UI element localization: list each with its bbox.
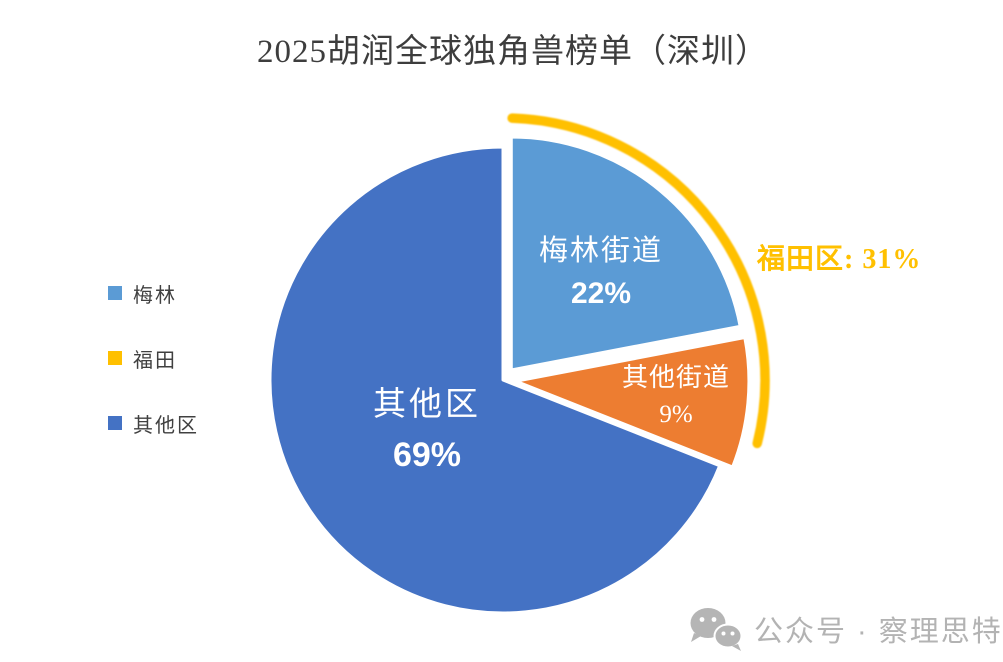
legend-label-futian: 福田 — [133, 349, 177, 372]
annotation-arc — [507, 113, 770, 449]
chart-title: 2025胡润全球独角兽榜单（深圳） — [257, 34, 769, 70]
slice-label-percent: 69% — [392, 436, 462, 475]
pie-slices — [268, 135, 751, 615]
legend-item-futian: 福田 — [108, 348, 199, 372]
watermark-text: 公众号 · 察理思特 — [754, 616, 1003, 648]
annotation-label-futian-total: 福田区: 31% — [757, 244, 922, 275]
slice-label-qita-jiedao: 其他街道 9% — [622, 362, 730, 430]
wechat-icon — [690, 608, 743, 651]
legend: 梅林 福田 其他区 — [108, 283, 199, 478]
legend-swatch-futian — [108, 351, 122, 365]
legend-label-other-districts: 其他区 — [133, 414, 199, 437]
slice-label-name: 梅林街道 — [538, 235, 664, 268]
slice-label-name: 其他街道 — [621, 363, 731, 393]
legend-label-meilin: 梅林 — [133, 284, 177, 307]
legend-item-other-districts: 其他区 — [108, 413, 199, 437]
legend-swatch-meilin — [108, 286, 122, 300]
legend-swatch-other-districts — [108, 416, 122, 430]
pie-slice-1 — [509, 135, 742, 372]
pie-slice-2 — [514, 336, 751, 469]
slice-label-qita-qu: 其他区 69% — [373, 385, 481, 477]
slice-label-meilin-jiedao: 梅林街道 22% — [539, 233, 663, 313]
legend-item-meilin: 梅林 — [108, 283, 199, 307]
slice-label-percent: 9% — [659, 400, 693, 428]
slice-label-percent: 22% — [570, 277, 632, 311]
slice-label-name: 其他区 — [373, 387, 481, 424]
pie-slice-3 — [268, 145, 722, 615]
watermark: 公众号 · 察理思特 — [686, 604, 1003, 654]
